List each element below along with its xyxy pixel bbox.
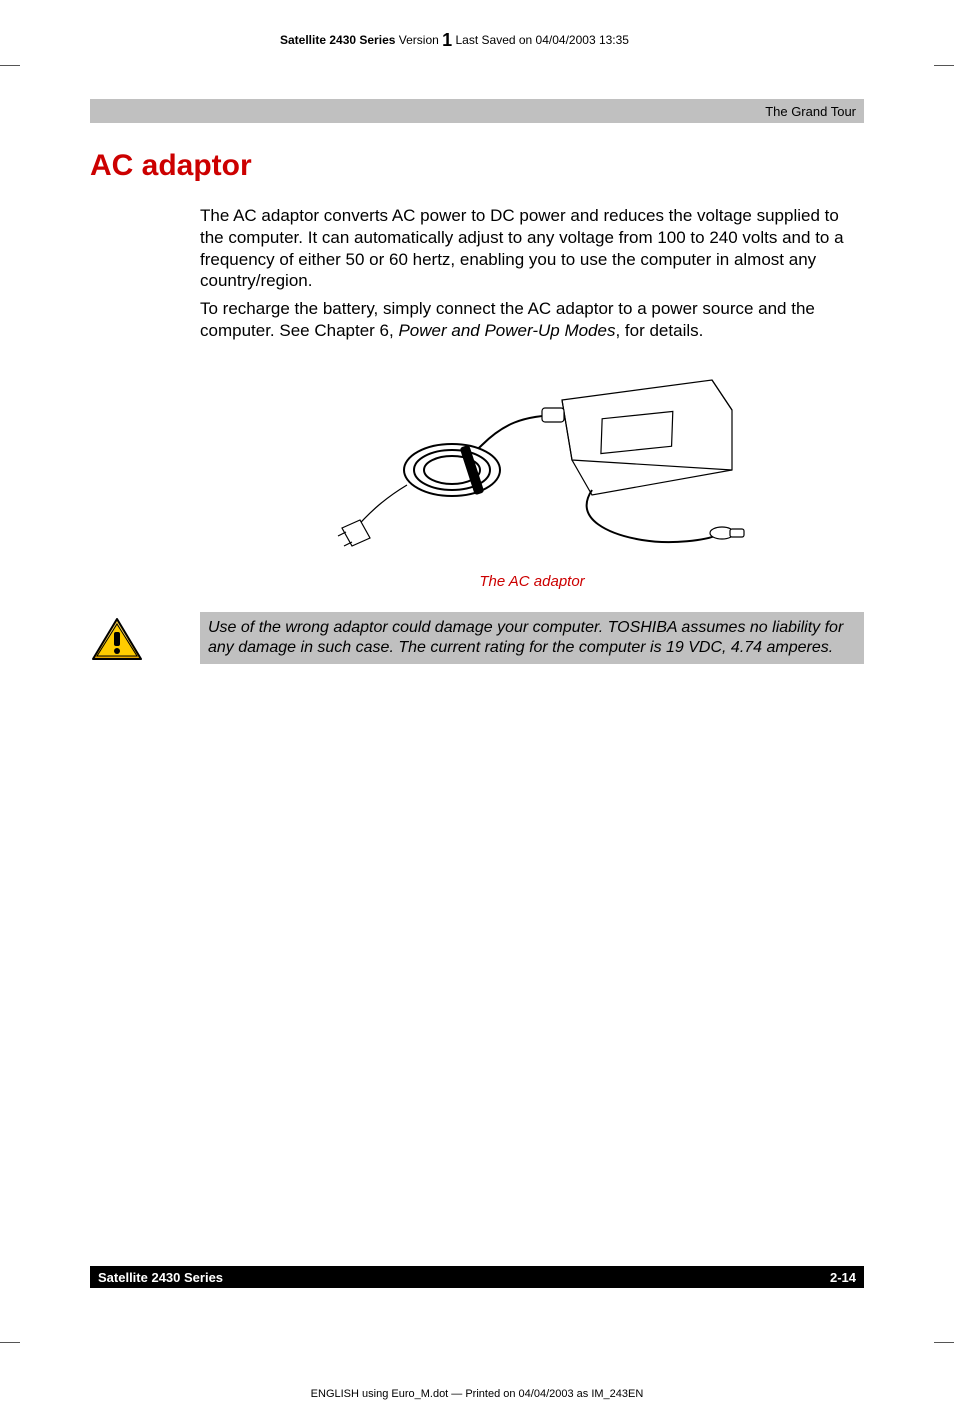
product-name: Satellite 2430 Series bbox=[280, 33, 395, 47]
figure-caption: The AC adaptor bbox=[200, 573, 864, 590]
crop-mark bbox=[934, 65, 954, 66]
paragraph-2: To recharge the battery, simply connect … bbox=[200, 298, 854, 342]
paragraph-2-italic: Power and Power-Up Modes bbox=[398, 321, 615, 340]
content-area: Satellite 2430 Series Version 1 Last Sav… bbox=[90, 30, 864, 1348]
bottom-meta: ENGLISH using Euro_M.dot — Printed on 04… bbox=[0, 1388, 954, 1400]
page-title: AC adaptor bbox=[90, 149, 864, 183]
chapter-bar: The Grand Tour bbox=[90, 99, 864, 123]
ac-adaptor-illustration bbox=[312, 360, 752, 560]
paragraph-2b: , for details. bbox=[615, 321, 703, 340]
body-text: The AC adaptor converts AC power to DC p… bbox=[200, 205, 854, 342]
footer-bar: Satellite 2430 Series 2-14 bbox=[90, 1266, 864, 1288]
figure-ac-adaptor bbox=[200, 360, 864, 565]
paragraph-1: The AC adaptor converts AC power to DC p… bbox=[200, 205, 854, 292]
version-label: Version bbox=[399, 33, 439, 47]
warning-text: Use of the wrong adaptor could damage yo… bbox=[200, 612, 864, 665]
footer-left: Satellite 2430 Series bbox=[98, 1270, 223, 1285]
version-number: 1 bbox=[442, 30, 452, 50]
footer-right: 2-14 bbox=[830, 1270, 856, 1285]
warning-block: Use of the wrong adaptor could damage yo… bbox=[90, 612, 864, 669]
running-header: Satellite 2430 Series Version 1 Last Sav… bbox=[280, 30, 864, 51]
crop-mark bbox=[0, 65, 20, 66]
warning-icon bbox=[90, 616, 144, 669]
crop-mark bbox=[934, 1342, 954, 1343]
chapter-title: The Grand Tour bbox=[765, 104, 856, 119]
page: Satellite 2430 Series Version 1 Last Sav… bbox=[0, 0, 954, 1408]
crop-mark bbox=[0, 1342, 20, 1343]
saved-stamp: Last Saved on 04/04/2003 13:35 bbox=[456, 33, 629, 47]
